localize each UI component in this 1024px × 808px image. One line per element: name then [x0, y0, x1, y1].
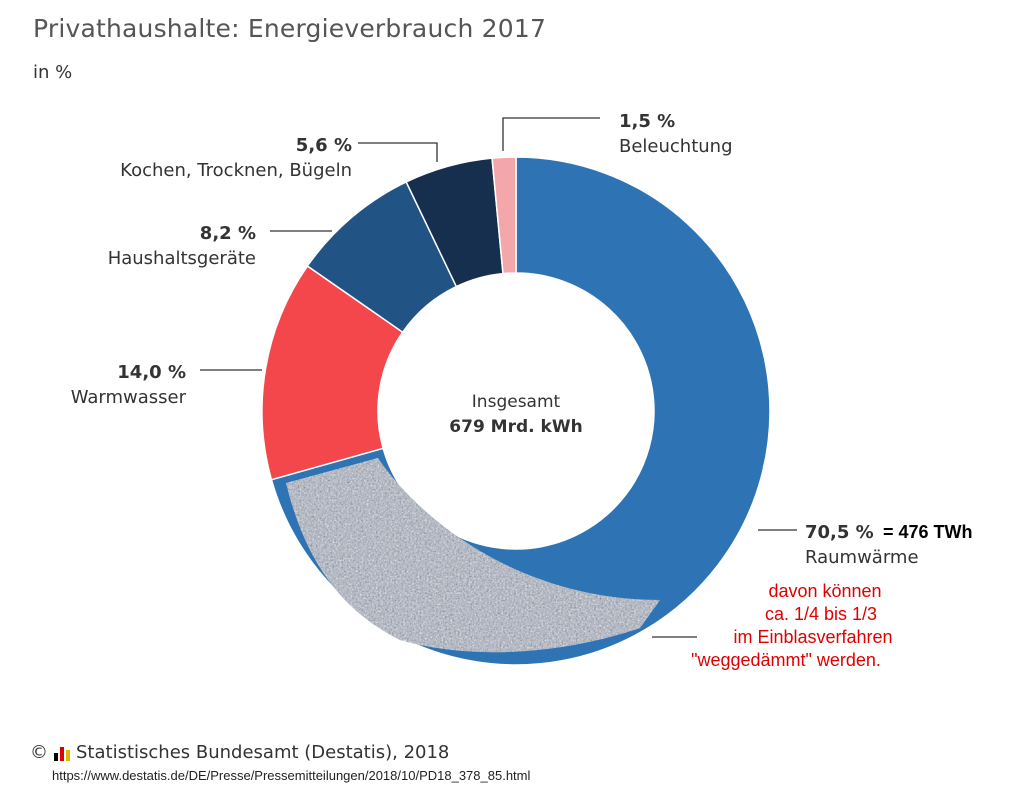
chart-unit: in % — [33, 62, 73, 83]
name-label-haushaltsgeraete: Haushaltsgeräte — [108, 248, 256, 269]
center-value: 679 Mrd. kWh — [449, 417, 582, 437]
destatis-logo-icon — [54, 745, 70, 761]
name-label-raumwaerme: Raumwärme — [805, 547, 919, 568]
value-label-raumwaerme: 70,5 % — [805, 522, 874, 543]
source-text: Statistisches Bundesamt (Destatis), 2018 — [76, 742, 450, 763]
slice-beleuchtung — [491, 156, 517, 275]
value-label-warmwasser: 14,0 % — [117, 362, 186, 383]
source-line: © Statistisches Bundesamt (Destatis), 20… — [30, 742, 449, 763]
annotation-note-line: ca. 1/4 bis 1/3 — [765, 604, 877, 624]
leader-kochen — [358, 142, 438, 162]
annotation-note-line: davon können — [768, 581, 881, 601]
donut-chart: 1,5 % Beleuchtung 5,6 % Kochen, Trocknen, B… — [71, 111, 973, 670]
name-label-beleuchtung: Beleuchtung — [619, 136, 733, 157]
copyright-symbol: © — [30, 742, 48, 763]
leader-beleuchtung — [502, 117, 600, 151]
value-label-haushaltsgeraete: 8,2 % — [200, 223, 256, 244]
chart-title: Privathaushalte: Energieverbrauch 2017 — [33, 14, 547, 43]
name-label-warmwasser: Warmwasser — [71, 387, 187, 408]
value-label-kochen: 5,6 % — [296, 135, 352, 156]
source-url: https://www.destatis.de/DE/Presse/Presse… — [52, 768, 531, 783]
value-label-beleuchtung: 1,5 % — [619, 111, 675, 132]
extra-label-raumwaerme: = 476 TWh — [883, 522, 973, 542]
annotation-note-line: "weggedämmt" werden. — [691, 650, 881, 670]
name-label-kochen: Kochen, Trocknen, Bügeln — [120, 160, 352, 181]
annotation-note-line: im Einblasverfahren — [733, 627, 892, 647]
center-label: Insgesamt — [472, 392, 561, 412]
